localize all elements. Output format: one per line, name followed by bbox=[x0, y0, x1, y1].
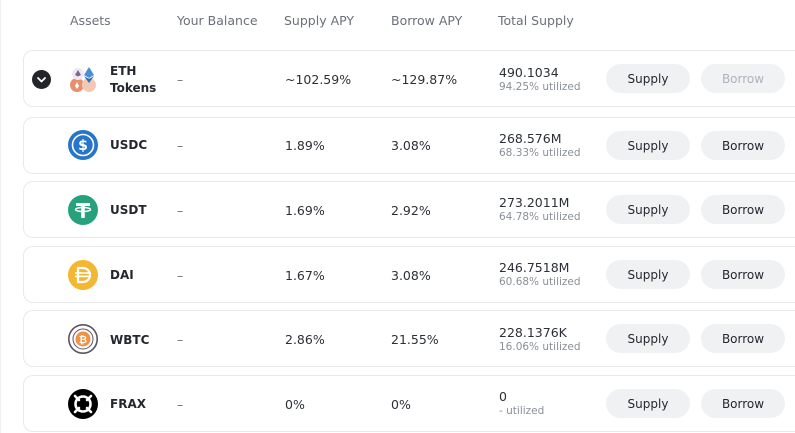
supply-button[interactable]: Supply bbox=[606, 389, 690, 418]
borrow-button[interactable]: Borrow bbox=[701, 131, 785, 160]
borrow-button-disabled[interactable]: Borrow bbox=[701, 64, 785, 93]
header-borrow-apy: Borrow APY bbox=[391, 13, 463, 28]
borrow-button[interactable]: Borrow bbox=[701, 260, 785, 289]
total-supply-amount: 490.1034 bbox=[499, 65, 559, 80]
supply-button[interactable]: Supply bbox=[606, 324, 690, 353]
table-row-wbtc[interactable]: ₿ WBTC – 2.86% 21.55% 228.1376K 16.06% u… bbox=[23, 310, 795, 367]
asset-name: ETH Tokens bbox=[110, 63, 156, 97]
supply-apy: ~102.59% bbox=[285, 72, 352, 87]
table-row-usdc[interactable]: $ USDC – 1.89% 3.08% 268.576M 68.33% uti… bbox=[23, 117, 795, 174]
total-supply-amount: 0 bbox=[499, 389, 507, 404]
supply-apy: 1.69% bbox=[285, 203, 325, 218]
asset-name: WBTC bbox=[110, 333, 150, 347]
your-balance: – bbox=[177, 332, 184, 347]
your-balance: – bbox=[177, 138, 184, 153]
your-balance: – bbox=[177, 397, 184, 412]
total-supply-amount: 268.576M bbox=[499, 131, 562, 146]
total-supply: 0 - utilized bbox=[499, 389, 544, 419]
borrow-apy: 3.08% bbox=[391, 268, 431, 283]
collapse-chevron-icon[interactable] bbox=[32, 70, 51, 89]
total-supply: 273.2011M 64.78% utilized bbox=[499, 195, 581, 225]
table-row-eth-tokens[interactable]: ETH Tokens – ~102.59% ~129.87% 490.1034 … bbox=[23, 50, 795, 107]
total-supply: 490.1034 94.25% utilized bbox=[499, 65, 581, 95]
supply-button[interactable]: Supply bbox=[606, 195, 690, 224]
borrow-apy: 2.92% bbox=[391, 203, 431, 218]
supply-apy: 1.67% bbox=[285, 268, 325, 283]
borrow-apy: 3.08% bbox=[391, 138, 431, 153]
borrow-button[interactable]: Borrow bbox=[701, 195, 785, 224]
utilization: - utilized bbox=[499, 405, 545, 417]
supply-apy: 2.86% bbox=[285, 332, 325, 347]
utilization: 16.06% utilized bbox=[499, 341, 581, 353]
table-row-usdt[interactable]: USDT – 1.69% 2.92% 273.2011M 64.78% util… bbox=[23, 181, 795, 238]
total-supply-amount: 246.7518M bbox=[499, 260, 570, 275]
header-total-supply: Total Supply bbox=[498, 13, 574, 28]
svg-text:$: $ bbox=[78, 138, 88, 154]
total-supply: 268.576M 68.33% utilized bbox=[499, 131, 581, 161]
usdt-icon bbox=[68, 195, 98, 225]
borrow-button[interactable]: Borrow bbox=[701, 324, 785, 353]
supply-button[interactable]: Supply bbox=[606, 260, 690, 289]
header-supply-apy: Supply APY bbox=[284, 13, 355, 28]
asset-name: FRAX bbox=[110, 397, 146, 411]
total-supply: 246.7518M 60.68% utilized bbox=[499, 260, 581, 290]
total-supply-amount: 228.1376K bbox=[499, 325, 567, 340]
total-supply-amount: 273.2011M bbox=[499, 195, 570, 210]
supply-apy: 1.89% bbox=[285, 138, 325, 153]
supply-button[interactable]: Supply bbox=[606, 64, 690, 93]
header-your-balance: Your Balance bbox=[177, 13, 258, 28]
usdc-icon: $ bbox=[68, 130, 98, 160]
borrow-apy: ~129.87% bbox=[391, 72, 458, 87]
svg-text:₿: ₿ bbox=[79, 334, 87, 346]
header-assets: Assets bbox=[70, 13, 111, 28]
supply-apy: 0% bbox=[285, 397, 305, 412]
borrow-apy: 0% bbox=[391, 397, 411, 412]
wbtc-icon: ₿ bbox=[68, 324, 98, 354]
frax-icon bbox=[68, 389, 98, 419]
dai-icon bbox=[68, 260, 98, 290]
asset-name-line2: Tokens bbox=[110, 81, 157, 95]
table-header: Assets Your Balance Supply APY Borrow AP… bbox=[0, 0, 795, 40]
utilization: 68.33% utilized bbox=[499, 147, 581, 159]
asset-name-line1: ETH bbox=[110, 64, 137, 78]
total-supply: 228.1376K 16.06% utilized bbox=[499, 325, 581, 355]
eth-tokens-icon bbox=[68, 64, 98, 94]
borrow-apy: 21.55% bbox=[391, 332, 439, 347]
your-balance: – bbox=[177, 72, 184, 87]
table-row-dai[interactable]: DAI – 1.67% 3.08% 246.7518M 60.68% utili… bbox=[23, 246, 795, 303]
table-row-frax[interactable]: FRAX – 0% 0% 0 - utilized Supply Borrow bbox=[23, 375, 795, 432]
utilization: 94.25% utilized bbox=[499, 81, 581, 93]
left-divider bbox=[0, 0, 1, 433]
your-balance: – bbox=[177, 203, 184, 218]
utilization: 60.68% utilized bbox=[499, 276, 581, 288]
supply-button[interactable]: Supply bbox=[606, 131, 690, 160]
borrow-button[interactable]: Borrow bbox=[701, 389, 785, 418]
asset-name: USDT bbox=[110, 203, 147, 217]
your-balance: – bbox=[177, 268, 184, 283]
utilization: 64.78% utilized bbox=[499, 211, 581, 223]
asset-name: USDC bbox=[110, 138, 148, 152]
asset-name: DAI bbox=[110, 268, 134, 282]
